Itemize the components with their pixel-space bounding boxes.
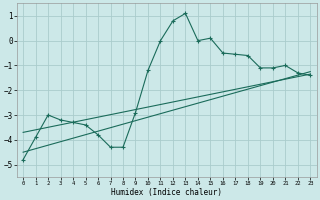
X-axis label: Humidex (Indice chaleur): Humidex (Indice chaleur) (111, 188, 222, 197)
